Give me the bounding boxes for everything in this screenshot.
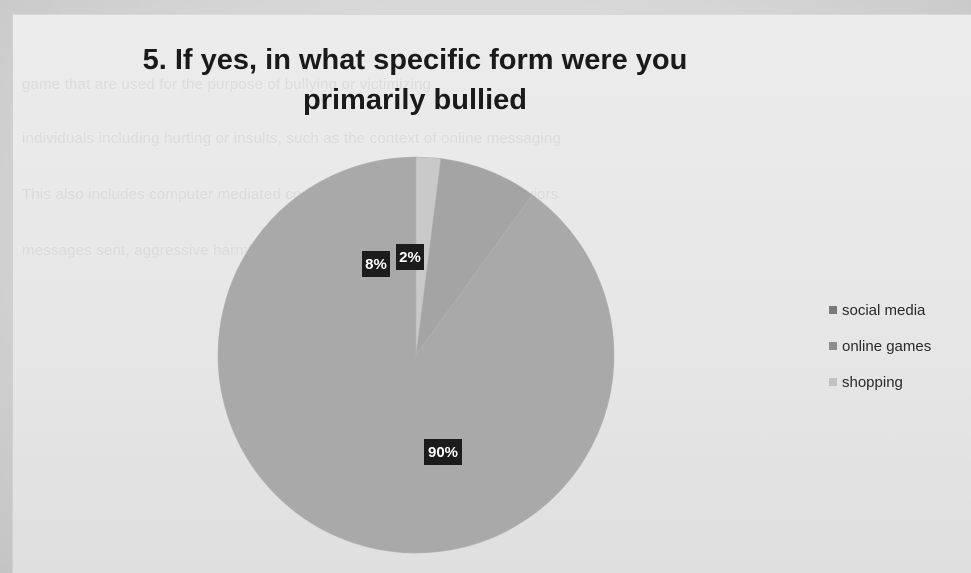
legend-swatch xyxy=(829,342,837,350)
data-label-box xyxy=(396,244,424,270)
legend-swatch xyxy=(829,378,837,386)
legend-item-social-media: social media xyxy=(829,300,969,320)
legend-label: social media xyxy=(842,301,926,319)
pie-data-labels: 90% 8% 2% xyxy=(362,244,462,465)
data-label-shopping: 2% xyxy=(396,244,424,270)
pie-slices xyxy=(217,156,615,554)
pie-slice-shopping xyxy=(415,156,442,356)
legend-label: online games xyxy=(842,337,932,355)
data-label-social-media: 90% xyxy=(424,439,462,465)
legend-item-online-games: online games xyxy=(829,336,969,356)
pie-slice-online-games xyxy=(415,158,533,356)
data-label-box xyxy=(362,251,390,277)
data-label-text: 8% xyxy=(365,256,387,273)
legend-item-shopping: shopping xyxy=(829,372,969,392)
data-label-box xyxy=(424,439,462,465)
background-text-line-2: individuals including hurting or insults… xyxy=(22,130,562,147)
legend-label: shopping xyxy=(842,373,903,391)
legend-swatch xyxy=(829,306,837,314)
background-text-line-1: game that are used for the purpose of bu… xyxy=(22,76,432,93)
chart-legend: social media online games shopping xyxy=(829,300,969,408)
data-label-text: 90% xyxy=(428,444,458,461)
chart-title: 5. If yes, in what specific form were yo… xyxy=(142,44,688,116)
data-label-online-games: 8% xyxy=(362,251,390,277)
data-label-text: 2% xyxy=(399,249,421,266)
